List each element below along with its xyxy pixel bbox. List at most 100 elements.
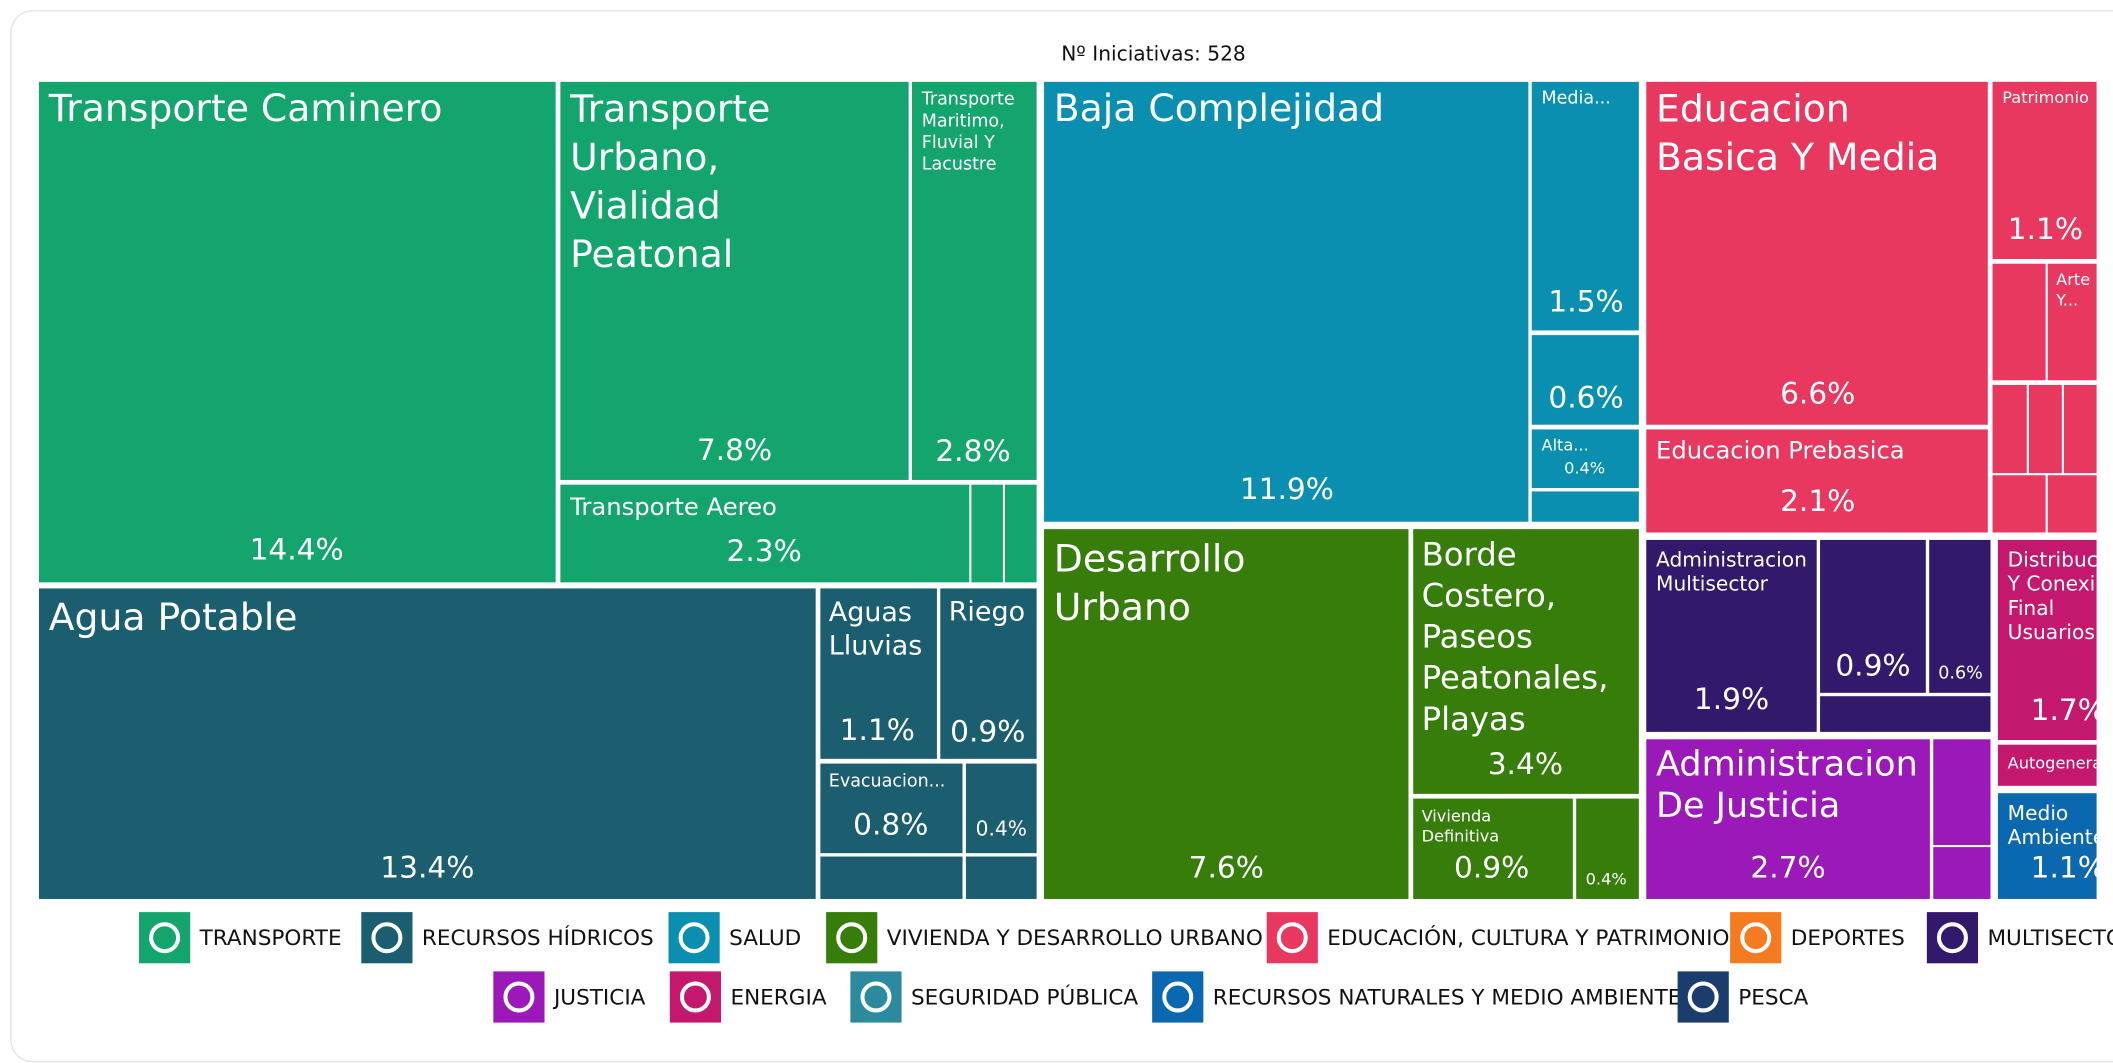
legend-glyph	[503, 981, 535, 1013]
tile	[938, 586, 1039, 761]
tile-value: 14.4%	[250, 532, 344, 567]
tile-value: 1.7%	[2031, 692, 2106, 727]
tile	[36, 79, 558, 585]
legend-icon	[361, 912, 413, 964]
tile-value: 2.1%	[1780, 483, 1855, 518]
legend-glyph	[860, 981, 892, 1013]
tile	[1574, 796, 1641, 901]
tile	[909, 79, 1039, 482]
tile-value: 0.4%	[1564, 458, 1605, 477]
tile	[1529, 427, 1641, 491]
tile-label: Vivienda Definitiva	[1422, 806, 1500, 845]
tile-value: 2.8%	[935, 433, 1010, 468]
tile	[963, 761, 1039, 856]
tile	[818, 586, 939, 761]
legend-label: VIVIENDA Y DESARROLLO URBANO	[887, 926, 1263, 951]
tile	[1995, 791, 2097, 901]
tile	[1995, 742, 2097, 788]
tile-value: 1.1%	[2008, 211, 2083, 246]
legend-label: MULTISECTORIAL	[1987, 926, 2113, 951]
tile-value: 11.9%	[1240, 471, 1334, 506]
tile	[1529, 333, 1641, 427]
tile-value: 1.9%	[1694, 681, 1769, 716]
subtitle: Nº Iniciativas: 528	[1061, 42, 1246, 66]
legend-label: JUSTICIA	[552, 985, 646, 1010]
tile-value: 13.4%	[380, 849, 474, 884]
tile-label: Educacion Basica Y Media	[1656, 86, 1939, 179]
tile	[2045, 261, 2097, 383]
tile	[1042, 79, 1531, 524]
tile-value: 6.6%	[1780, 375, 1855, 410]
legend-glyph	[1687, 981, 1719, 1013]
tile	[1990, 79, 2097, 262]
tile-value: 2.7%	[1750, 849, 1825, 884]
legend-icon	[1730, 912, 1782, 964]
tile-value: 0.4%	[1586, 869, 1627, 888]
tile-value: 0.6%	[1938, 664, 1982, 684]
tile-label: Distribuc Y Conexi Final Usuarios	[2007, 547, 2098, 644]
tile-value: 1.1%	[840, 712, 915, 747]
legend-label: SEGURIDAD PÚBLICA	[911, 984, 1138, 1010]
tile-label: Evacuacion...	[829, 771, 946, 791]
tile-label: Administracion De Justicia	[1656, 743, 1918, 826]
tile-value: 0.6%	[1548, 379, 1623, 414]
legend-icon	[826, 912, 878, 964]
tile-label: Agua Potable	[49, 595, 298, 639]
legend-glyph	[149, 922, 181, 954]
tile-label: Educacion Prebasica	[1656, 435, 1905, 464]
legend-label: EDUCACIÓN, CULTURA Y PATRIMONIO	[1327, 925, 1729, 951]
legend-icon	[1266, 912, 1318, 964]
legend-icon	[668, 912, 720, 964]
tile	[1818, 537, 1928, 695]
tile-value: 7.6%	[1189, 849, 1264, 884]
legend-icon	[850, 971, 902, 1023]
legend-icon	[493, 971, 545, 1023]
legend-glyph	[678, 922, 710, 954]
tile-label: Baja Complejidad	[1054, 86, 1384, 130]
tile-value: 2.3%	[727, 533, 802, 568]
tile-label: Alta...	[1542, 435, 1589, 454]
tile-value: 0.9%	[1835, 647, 1910, 682]
legend-label: DEPORTES	[1791, 926, 1905, 951]
tile-value: 0.4%	[976, 816, 1027, 840]
tile-label: Riego	[949, 597, 1025, 628]
tile	[1411, 796, 1575, 901]
tile	[1529, 79, 1641, 333]
tile	[1644, 427, 1990, 535]
tile-label: Transporte Caminero	[48, 86, 443, 130]
tile	[1995, 537, 2097, 743]
legend-label: TRANSPORTE	[199, 926, 342, 951]
legend-icon	[669, 971, 722, 1023]
treemap: Transporte Caminero 14.4% Transporte Urbano…	[36, 79, 2106, 901]
tile	[558, 79, 911, 482]
tile-value: 1.5%	[1548, 284, 1623, 319]
tile-value: 0.8%	[853, 806, 928, 841]
tile	[1644, 537, 1819, 734]
tile-value: 7.8%	[697, 432, 772, 467]
tile	[1644, 79, 1990, 427]
legend-glyph	[836, 922, 868, 954]
legend-label: ENERGIA	[730, 985, 826, 1010]
tile-label: Desarrollo Urbano	[1054, 536, 1246, 629]
tile	[558, 482, 972, 585]
legend-label: RECURSOS HÍDRICOS	[422, 925, 654, 951]
legend-icon	[1926, 912, 1979, 964]
legend-icon	[1677, 971, 1729, 1023]
tile-value: 0.9%	[950, 713, 1025, 748]
legend-icon	[1152, 971, 1204, 1023]
minor-tiles	[818, 261, 2097, 901]
legend-glyph	[1162, 981, 1194, 1013]
tile-label: Transporte Aereo	[569, 492, 777, 521]
tile-value: 0.9%	[1454, 849, 1529, 884]
legend-icon	[139, 912, 191, 964]
legend-glyph	[1740, 922, 1772, 954]
tile-label: Patrimonio	[2002, 88, 2089, 107]
legend-label: SALUD	[729, 926, 801, 951]
tile-label: Administracion Multisector	[1656, 547, 1807, 595]
tile	[1411, 527, 1641, 796]
tile-label: Transporte Urbano, Vialidad Peatonal	[569, 86, 770, 276]
tile-label: Media...	[1542, 88, 1611, 108]
tile	[36, 586, 818, 901]
legend-label: PESCA	[1738, 985, 1808, 1010]
